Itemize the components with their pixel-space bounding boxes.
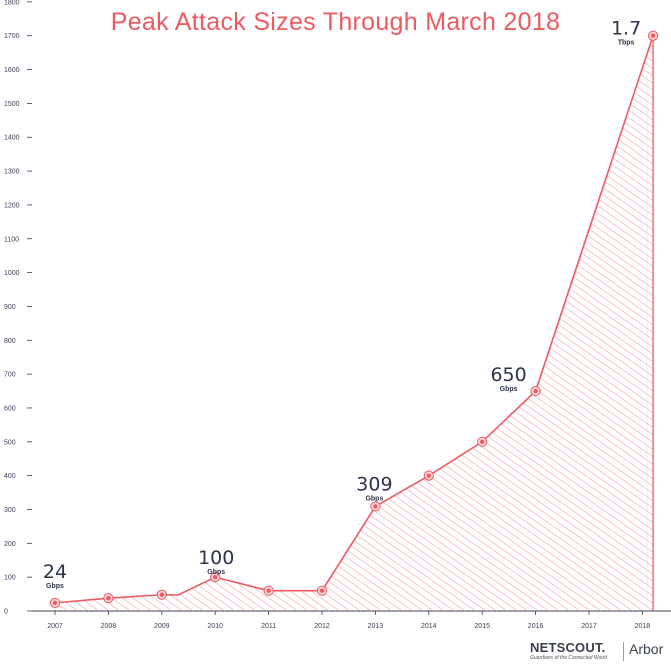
y-tick-label: 400 xyxy=(4,473,16,480)
x-tick-label: 2017 xyxy=(581,623,597,630)
y-tick-label: 1600 xyxy=(4,67,20,74)
y-tick-label: 1800 xyxy=(4,0,20,6)
data-point xyxy=(426,473,431,478)
y-tick-label: 1400 xyxy=(4,135,20,142)
y-tick-label: 1000 xyxy=(4,270,20,277)
y-tick-label: 1200 xyxy=(4,202,20,209)
data-point xyxy=(159,592,164,597)
x-tick-label: 2016 xyxy=(528,623,544,630)
data-point xyxy=(319,588,325,593)
brand-divider xyxy=(623,642,624,661)
data-point xyxy=(650,33,656,38)
y-tick-label: 1700 xyxy=(4,33,20,40)
data-point xyxy=(373,504,378,509)
x-tick-label: 2018 xyxy=(635,623,651,630)
brand-sub: Arbor xyxy=(629,641,664,657)
x-tick-label: 2013 xyxy=(368,623,384,630)
area-layer xyxy=(54,35,654,612)
y-tick-label: 200 xyxy=(4,541,16,548)
y-tick-label: 1500 xyxy=(4,101,20,108)
y-tick-label: 300 xyxy=(4,507,16,514)
data-point xyxy=(213,574,218,580)
netscout-arbor-logo: NETSCOUT. Guardians of the Connected Wor… xyxy=(530,640,671,664)
y-tick-label: 1300 xyxy=(4,169,20,176)
y-tick-label: 700 xyxy=(4,372,16,379)
hatched-area xyxy=(55,35,654,612)
x-tick-label: 2010 xyxy=(207,623,223,630)
data-point xyxy=(480,439,485,444)
x-tick-label: 2008 xyxy=(101,623,117,630)
brand-name: NETSCOUT. xyxy=(530,640,606,655)
annotation-value: 100 xyxy=(198,547,234,569)
y-axis: 0 100 200 300 400 500 600 700 800 900 1000 1100 1200… xyxy=(4,0,32,616)
data-point xyxy=(52,600,58,606)
y-tick-label: 900 xyxy=(4,304,16,311)
data-point xyxy=(106,595,111,601)
y-tick-label: 600 xyxy=(4,405,16,412)
annotation-value: 1.7 xyxy=(611,18,641,40)
x-tick-label: 2012 xyxy=(314,623,330,630)
annotation-value: 309 xyxy=(356,473,392,495)
annotation-unit: Gbps xyxy=(365,495,383,502)
series-line xyxy=(54,35,654,604)
annotation-unit: Tbps xyxy=(618,40,635,47)
data-point xyxy=(533,388,538,394)
annotation-unit: Gbps xyxy=(46,583,64,590)
y-tick-label: 800 xyxy=(4,338,16,345)
y-tick-label: 0 xyxy=(4,609,8,616)
x-axis: 2007 2008 2009 2010 2011 2012 2013 2014 2015 2016… xyxy=(32,610,671,630)
y-tick-label: 500 xyxy=(4,439,16,446)
x-tick-label: 2009 xyxy=(154,623,170,630)
annotation-value: 650 xyxy=(490,364,526,386)
marker-layer xyxy=(49,30,659,608)
brand-tagline: Guardians of the Connected World xyxy=(530,655,607,661)
data-point xyxy=(266,588,271,593)
annotation-unit: Gbps xyxy=(500,386,518,393)
y-tick-label: 1100 xyxy=(4,236,19,243)
x-tick-label: 2014 xyxy=(421,623,437,630)
y-tick-label: 100 xyxy=(4,575,16,582)
x-tick-label: 2011 xyxy=(261,623,276,630)
annotation-value: 24 xyxy=(43,561,67,583)
x-tick-label: 2007 xyxy=(47,623,63,630)
x-tick-label: 2015 xyxy=(474,623,490,630)
chart-title: Peak Attack Sizes Through March 2018 xyxy=(110,8,561,36)
annotation-unit: Gbps xyxy=(207,569,225,576)
